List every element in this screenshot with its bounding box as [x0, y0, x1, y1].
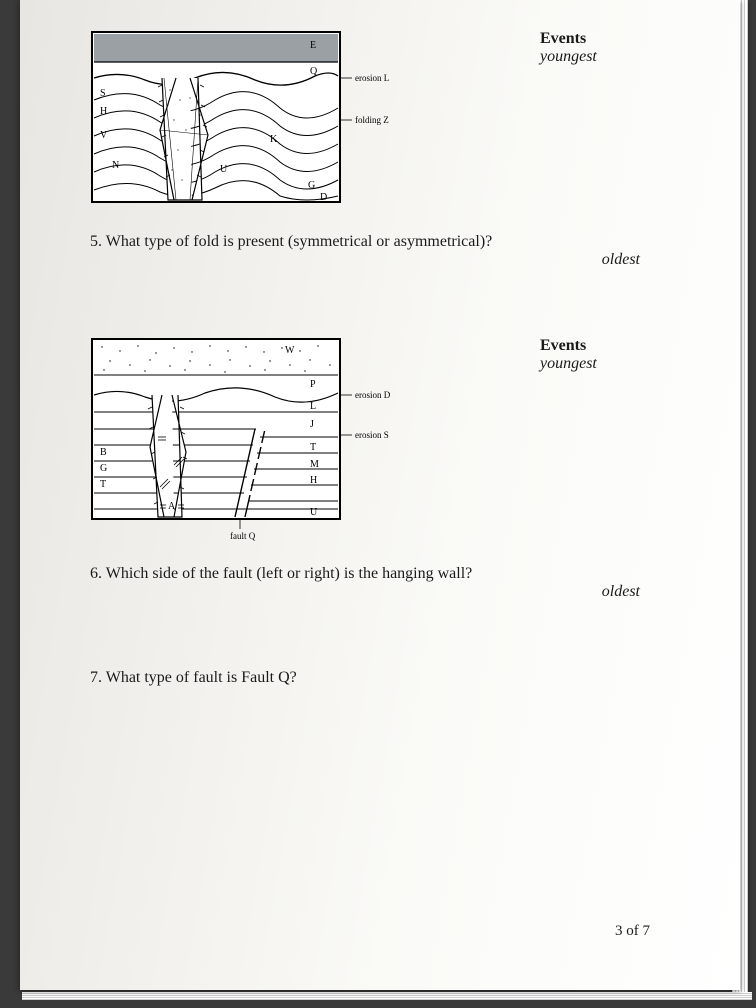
label-erosion-L: erosion L — [355, 73, 389, 83]
label-B: B — [100, 447, 107, 458]
worksheet-page: E Q S H V N K U G D erosion L folding Z … — [20, 0, 740, 990]
label-G: G — [308, 180, 315, 191]
label-G2: G — [100, 463, 107, 474]
label-J: J — [310, 419, 314, 430]
label-S: S — [100, 88, 106, 99]
section-q6: W P L J T B G T M H U A — [90, 337, 680, 547]
question-6: 6. Which side of the fault (left or righ… — [90, 565, 680, 583]
events-youngest-1: youngest — [540, 48, 680, 66]
diagram-2-container: W P L J T B G T M H U A — [90, 337, 410, 547]
diagram-1-container: E Q S H V N K U G D erosion L folding Z — [90, 30, 410, 215]
diagram-1-svg: E Q S H V N K U G D erosion L folding Z — [90, 30, 410, 210]
label-L: L — [310, 401, 316, 412]
events-col-1: Events youngest — [430, 30, 680, 66]
bleedthrough-1 — [90, 291, 680, 307]
label-U2: U — [310, 507, 318, 518]
page-number: 3 of 7 — [615, 923, 650, 940]
label-erosion-D: erosion D — [355, 390, 391, 400]
question-7: 7. What type of fault is Fault Q? — [90, 669, 680, 687]
label-N: N — [112, 160, 119, 171]
section-q5: E Q S H V N K U G D erosion L folding Z … — [90, 30, 680, 215]
label-E: E — [310, 40, 316, 51]
events-youngest-2: youngest — [540, 355, 680, 373]
label-A: A — [168, 501, 176, 512]
page-stack-bottom — [22, 992, 752, 1000]
label-Q: Q — [310, 66, 318, 77]
events-title-1: Events — [540, 30, 680, 48]
events-col-2: Events youngest — [430, 337, 680, 373]
label-T-left: T — [100, 479, 106, 490]
label-P: P — [310, 379, 316, 390]
label-D: D — [320, 192, 327, 203]
bleedthrough-3 — [90, 787, 680, 803]
question-6-text: 6. Which side of the fault (left or righ… — [90, 565, 472, 582]
label-U: U — [220, 164, 228, 175]
label-K: K — [270, 134, 278, 145]
label-M: M — [310, 459, 319, 470]
label-folding-Z: folding Z — [355, 115, 389, 125]
bleedthrough-2 — [90, 623, 680, 639]
label-T-right: T — [310, 442, 316, 453]
diagram-2-svg: W P L J T B G T M H U A — [90, 337, 410, 542]
label-V: V — [100, 130, 108, 141]
events-title-2: Events — [540, 337, 680, 355]
label-W: W — [285, 345, 295, 356]
events-oldest-2: oldest — [602, 583, 640, 601]
events-oldest-1: oldest — [602, 251, 640, 269]
question-5-text: 5. What type of fold is present (symmetr… — [90, 233, 492, 250]
question-5: 5. What type of fold is present (symmetr… — [90, 233, 680, 251]
label-erosion-S: erosion S — [355, 430, 389, 440]
question-7-text: 7. What type of fault is Fault Q? — [90, 669, 297, 686]
label-H: H — [100, 106, 107, 117]
label-fault-Q: fault Q — [230, 531, 256, 541]
label-H2: H — [310, 475, 317, 486]
